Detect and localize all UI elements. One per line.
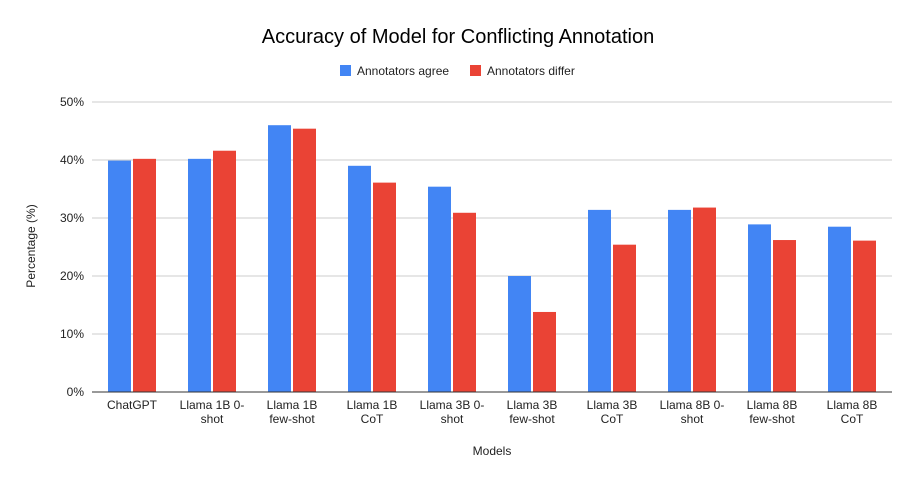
x-tick-label-line: few-shot <box>749 412 795 426</box>
x-tick-label-line: Llama 1B <box>347 398 398 412</box>
bar-agree-8 <box>748 224 771 392</box>
bar-differ-5 <box>533 311 556 392</box>
y-axis-ticks: 0% 10% 20% 30% 40% 50% <box>60 95 84 399</box>
y-tick-label-5: 50% <box>60 95 84 109</box>
legend: Annotators agree Annotators differ <box>340 64 575 78</box>
x-tick-label-line: Llama 8B <box>827 398 878 412</box>
x-tick-label-8: Llama 8B few-shot <box>747 398 798 426</box>
legend-swatch-0 <box>340 65 351 76</box>
bar-differ-6 <box>613 244 636 392</box>
bar-differ-4 <box>453 212 476 392</box>
y-tick-label-4: 40% <box>60 153 84 167</box>
x-tick-label-line: shot <box>441 412 464 426</box>
x-tick-label-4: Llama 3B 0-shot <box>420 398 485 426</box>
legend-label-1: Annotators differ <box>487 64 575 78</box>
x-tick-label-7: Llama 8B 0-shot <box>660 398 725 426</box>
x-tick-label-line: Llama 3B 0- <box>420 398 485 412</box>
bar-differ-3 <box>373 182 396 392</box>
bar-differ-1 <box>213 150 236 392</box>
gridlines <box>92 101 892 335</box>
bars <box>108 125 876 392</box>
x-tick-label-line: CoT <box>601 412 624 426</box>
bar-agree-4 <box>428 186 451 392</box>
x-tick-label-line: Llama 3B <box>507 398 558 412</box>
bar-agree-7 <box>668 209 691 392</box>
bar-differ-2 <box>293 128 316 392</box>
x-tick-label-9: Llama 8B CoT <box>827 398 878 426</box>
x-tick-label-line: Llama 8B 0- <box>660 398 725 412</box>
y-tick-label-0: 0% <box>67 385 85 399</box>
x-tick-label-line: Llama 8B <box>747 398 798 412</box>
x-tick-label-line: shot <box>681 412 704 426</box>
x-tick-label-line: CoT <box>361 412 384 426</box>
bar-differ-0 <box>133 158 156 392</box>
x-tick-label-2: Llama 1B few-shot <box>267 398 318 426</box>
x-tick-label-line: CoT <box>841 412 864 426</box>
y-tick-label-1: 10% <box>60 327 84 341</box>
y-tick-label-2: 20% <box>60 269 84 283</box>
bar-agree-0 <box>108 160 131 392</box>
y-tick-label-3: 30% <box>60 211 84 225</box>
bar-agree-6 <box>588 209 611 392</box>
bar-differ-7 <box>693 207 716 392</box>
x-tick-label-1: Llama 1B 0-shot <box>180 398 245 426</box>
x-tick-label-0: ChatGPT <box>107 398 158 412</box>
x-tick-label-line: Llama 1B 0- <box>180 398 245 412</box>
y-axis-label: Percentage (%) <box>24 204 38 287</box>
x-tick-label-line: few-shot <box>509 412 555 426</box>
x-tick-label-5: Llama 3B few-shot <box>507 398 558 426</box>
legend-swatch-1 <box>470 65 481 76</box>
x-tick-label-line: few-shot <box>269 412 315 426</box>
bar-agree-9 <box>828 226 851 392</box>
x-tick-label-line: Llama 1B <box>267 398 318 412</box>
bar-differ-8 <box>773 240 796 392</box>
x-axis-label: Models <box>473 444 512 458</box>
bar-agree-5 <box>508 276 531 392</box>
x-tick-label-line: ChatGPT <box>107 398 158 412</box>
bar-agree-2 <box>268 125 291 392</box>
bar-differ-9 <box>853 240 876 392</box>
x-tick-label-line: Llama 3B <box>587 398 638 412</box>
x-tick-label-line: shot <box>201 412 224 426</box>
x-tick-label-6: Llama 3B CoT <box>587 398 638 426</box>
x-tick-label-3: Llama 1B CoT <box>347 398 398 426</box>
legend-label-0: Annotators agree <box>357 64 449 78</box>
bar-agree-3 <box>348 165 371 392</box>
chart-title: Accuracy of Model for Conflicting Annota… <box>262 26 654 48</box>
bar-agree-1 <box>188 158 211 392</box>
